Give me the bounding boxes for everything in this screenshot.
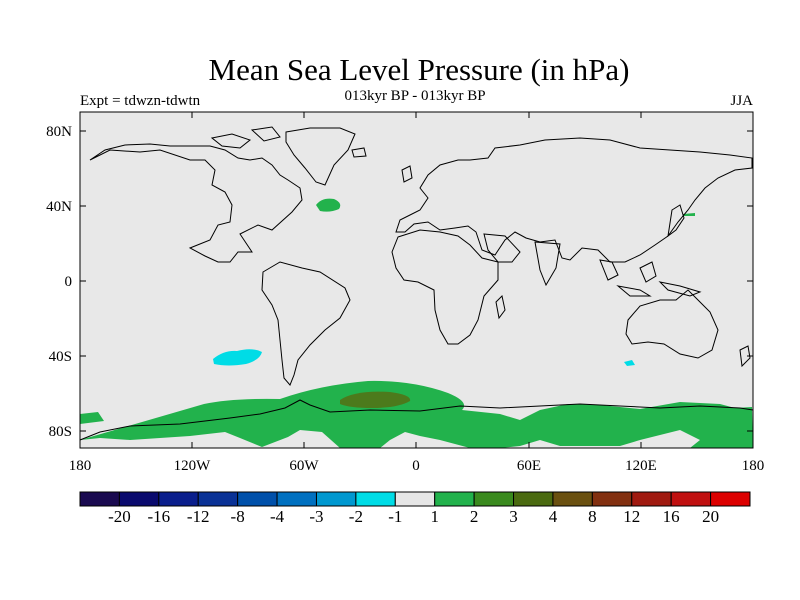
colorbar-label: 12 bbox=[623, 507, 640, 526]
lat-tick-label: 80S bbox=[49, 424, 72, 440]
anomaly-shading bbox=[80, 198, 753, 448]
lon-tick-label: 180 bbox=[742, 458, 765, 474]
colorbar-label: -3 bbox=[309, 507, 323, 526]
experiment-label: Expt = tdwzn-tdwtn bbox=[80, 93, 201, 109]
colorbar-swatch bbox=[631, 491, 672, 507]
colorbar-swatch bbox=[434, 491, 475, 507]
weddell-sea-strong-positive bbox=[340, 391, 411, 408]
lon-tick-label: 0 bbox=[412, 458, 420, 474]
north-atlantic-positive bbox=[316, 198, 341, 212]
colorbar-swatch bbox=[237, 491, 278, 507]
colorbar-label: -16 bbox=[147, 507, 170, 526]
colorbar-swatch bbox=[552, 491, 593, 507]
colorbar-swatch bbox=[79, 491, 120, 507]
colorbar-label: 20 bbox=[702, 507, 719, 526]
colorbar-label: 16 bbox=[663, 507, 680, 526]
lat-tick-label: 40S bbox=[49, 349, 72, 365]
colorbar-label: -4 bbox=[270, 507, 285, 526]
colorbar-swatch bbox=[158, 491, 199, 507]
latitude-axis: 80N 40N 0 40S 80S bbox=[46, 124, 753, 440]
lon-tick-label: 120E bbox=[625, 458, 657, 474]
colorbar: -20 -16 -12 -8 -4 -3 -2 -1 1 2 3 4 8 12 16 20 bbox=[79, 491, 751, 526]
season-label: JJA bbox=[730, 93, 753, 109]
map-subtitle: 013kyr BP - 013kyr BP bbox=[344, 88, 486, 104]
lon-tick-label: 120W bbox=[174, 458, 212, 474]
lat-tick-label: 80N bbox=[46, 124, 72, 140]
colorbar-swatch bbox=[513, 491, 554, 507]
colorbar-swatch bbox=[394, 491, 436, 507]
colorbar-swatch bbox=[315, 491, 357, 507]
lon-tick-label: 60E bbox=[517, 458, 541, 474]
colorbar-label: 1 bbox=[430, 507, 439, 526]
colorbar-label: 8 bbox=[588, 507, 597, 526]
colorbar-swatch bbox=[473, 491, 515, 507]
colorbar-swatch bbox=[591, 491, 633, 507]
lat-tick-label: 0 bbox=[65, 274, 73, 290]
colorbar-label: 3 bbox=[509, 507, 518, 526]
colorbar-label: -8 bbox=[231, 507, 245, 526]
colorbar-swatch bbox=[710, 491, 751, 507]
lon-tick-label: 180 bbox=[69, 458, 92, 474]
colorbar-label: 4 bbox=[549, 507, 558, 526]
southern-ocean-positive bbox=[80, 380, 753, 448]
map-title: Mean Sea Level Pressure (in hPa) bbox=[208, 52, 630, 87]
colorbar-label: -20 bbox=[108, 507, 131, 526]
colorbar-swatch bbox=[276, 491, 317, 507]
south-pacific-negative bbox=[213, 349, 262, 366]
colorbar-label: -2 bbox=[349, 507, 363, 526]
indian-ocean-negative bbox=[624, 360, 635, 366]
colorbar-swatch bbox=[197, 491, 239, 507]
lat-tick-label: 40N bbox=[46, 199, 72, 215]
colorbar-label: -12 bbox=[187, 507, 210, 526]
lon-tick-label: 60W bbox=[289, 458, 319, 474]
colorbar-label: 2 bbox=[470, 507, 479, 526]
colorbar-swatch bbox=[118, 491, 160, 507]
coastlines bbox=[79, 126, 754, 441]
pacific-positive-small bbox=[683, 213, 695, 216]
colorbar-swatch bbox=[670, 491, 712, 507]
colorbar-label: -1 bbox=[388, 507, 402, 526]
longitude-axis: 180 120W 60W 0 60E 120E 180 bbox=[69, 112, 765, 474]
colorbar-swatch bbox=[355, 491, 396, 507]
